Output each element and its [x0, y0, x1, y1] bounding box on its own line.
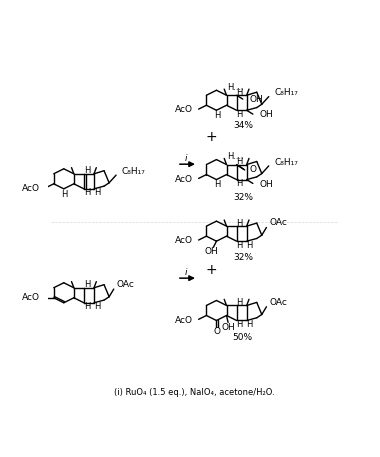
- Text: 50%: 50%: [233, 333, 253, 342]
- Text: H: H: [236, 218, 243, 228]
- Text: AcO: AcO: [174, 106, 192, 114]
- Text: AcO: AcO: [174, 316, 192, 324]
- Text: OH: OH: [222, 323, 236, 331]
- Text: H: H: [84, 188, 90, 197]
- Text: H: H: [236, 320, 243, 329]
- Text: H: H: [236, 110, 243, 119]
- Text: OAc: OAc: [269, 218, 287, 227]
- Text: OAc: OAc: [117, 280, 135, 289]
- Text: O: O: [249, 165, 256, 175]
- Text: 34%: 34%: [233, 121, 253, 130]
- Text: H: H: [236, 88, 243, 97]
- Text: +: +: [206, 263, 218, 276]
- Text: H....: H....: [228, 83, 244, 92]
- Text: H: H: [84, 166, 90, 175]
- Text: H: H: [94, 188, 100, 197]
- Text: C₈H₁₇: C₈H₁₇: [274, 158, 298, 166]
- Text: H....: H....: [228, 152, 244, 161]
- Text: 32%: 32%: [233, 193, 253, 202]
- Text: 32%: 32%: [233, 253, 253, 262]
- Text: +: +: [206, 130, 218, 144]
- Text: H: H: [94, 302, 100, 311]
- Text: H: H: [214, 181, 220, 190]
- Text: OH: OH: [259, 180, 273, 189]
- Text: OAc: OAc: [269, 298, 287, 307]
- Text: O: O: [214, 327, 221, 336]
- Text: H: H: [236, 179, 243, 188]
- Text: H: H: [247, 240, 253, 250]
- Text: OH: OH: [259, 111, 273, 119]
- Text: H: H: [236, 240, 243, 250]
- Text: (i) RuO₄ (1.5 eq.), NaIO₄, acetone/H₂O.: (i) RuO₄ (1.5 eq.), NaIO₄, acetone/H₂O.: [114, 388, 275, 398]
- Text: H: H: [247, 320, 253, 329]
- Text: H: H: [236, 157, 243, 166]
- Text: AcO: AcO: [22, 184, 40, 193]
- Text: AcO: AcO: [22, 292, 40, 302]
- Text: OH: OH: [249, 96, 263, 104]
- Text: H: H: [84, 302, 90, 311]
- Text: AcO: AcO: [174, 236, 192, 245]
- Text: C₈H₁₇: C₈H₁₇: [122, 167, 146, 176]
- Text: AcO: AcO: [174, 175, 192, 184]
- Text: H: H: [84, 280, 90, 289]
- Text: C₈H₁₇: C₈H₁₇: [274, 88, 298, 97]
- Text: H: H: [61, 190, 68, 199]
- Text: OH: OH: [205, 247, 218, 256]
- Text: i: i: [184, 268, 187, 277]
- Text: H: H: [214, 111, 220, 120]
- Text: i: i: [184, 154, 187, 163]
- Text: H: H: [236, 298, 243, 307]
